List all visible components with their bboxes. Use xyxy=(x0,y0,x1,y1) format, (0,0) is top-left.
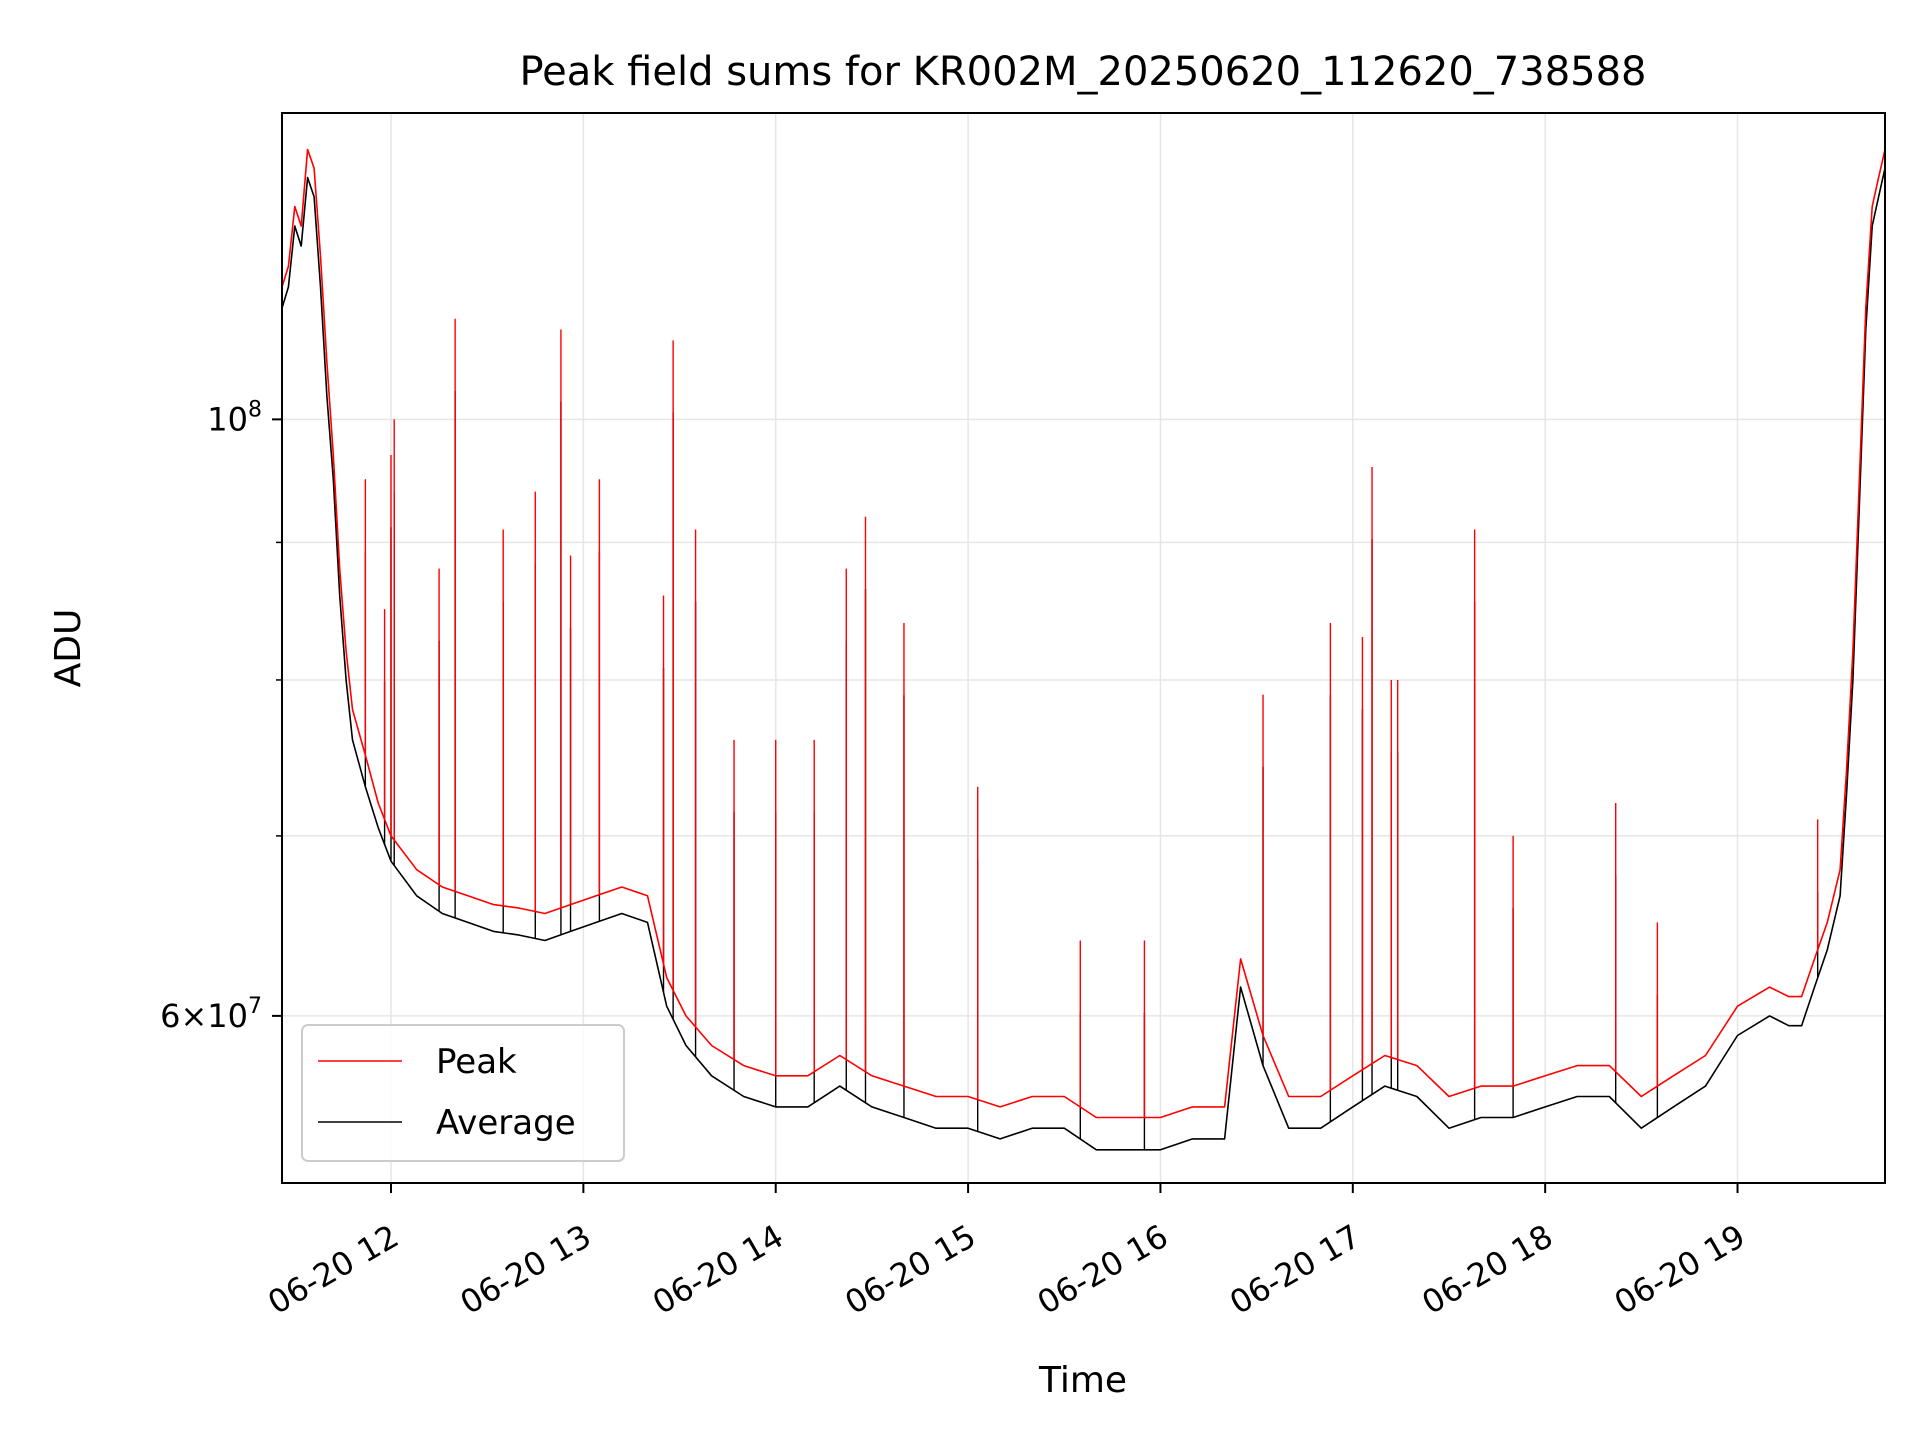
legend: Peak Average xyxy=(301,1024,625,1162)
legend-box xyxy=(301,1024,625,1162)
series-line-peak xyxy=(281,148,1886,1119)
legend-label-average: Average xyxy=(436,1103,576,1143)
x-tick-label: 06-20 13 xyxy=(454,1217,598,1322)
series-lines xyxy=(281,148,1886,1151)
x-tick-label: 06-20 15 xyxy=(838,1217,982,1322)
x-tick-label: 06-20 16 xyxy=(1031,1217,1175,1322)
y-tick-label: 108 xyxy=(207,397,262,438)
legend-label-peak: Peak xyxy=(436,1042,517,1082)
y-tick-label: 6×107 xyxy=(160,994,262,1035)
y-axis-label: ADU xyxy=(48,609,89,688)
chart-title: Peak field sums for KR002M_20250620_1126… xyxy=(519,49,1646,95)
plot-frame xyxy=(281,112,1886,1184)
x-tick-label: 06-20 14 xyxy=(646,1217,790,1322)
series-line-average xyxy=(281,168,1886,1151)
x-axis-label: Time xyxy=(1038,1360,1127,1401)
x-tick-label: 06-20 19 xyxy=(1608,1217,1752,1322)
x-tick-label: 06-20 18 xyxy=(1416,1217,1560,1322)
grid xyxy=(282,113,1885,1183)
x-tick-label: 06-20 17 xyxy=(1223,1217,1367,1322)
x-tick-label: 06-20 12 xyxy=(261,1217,405,1322)
